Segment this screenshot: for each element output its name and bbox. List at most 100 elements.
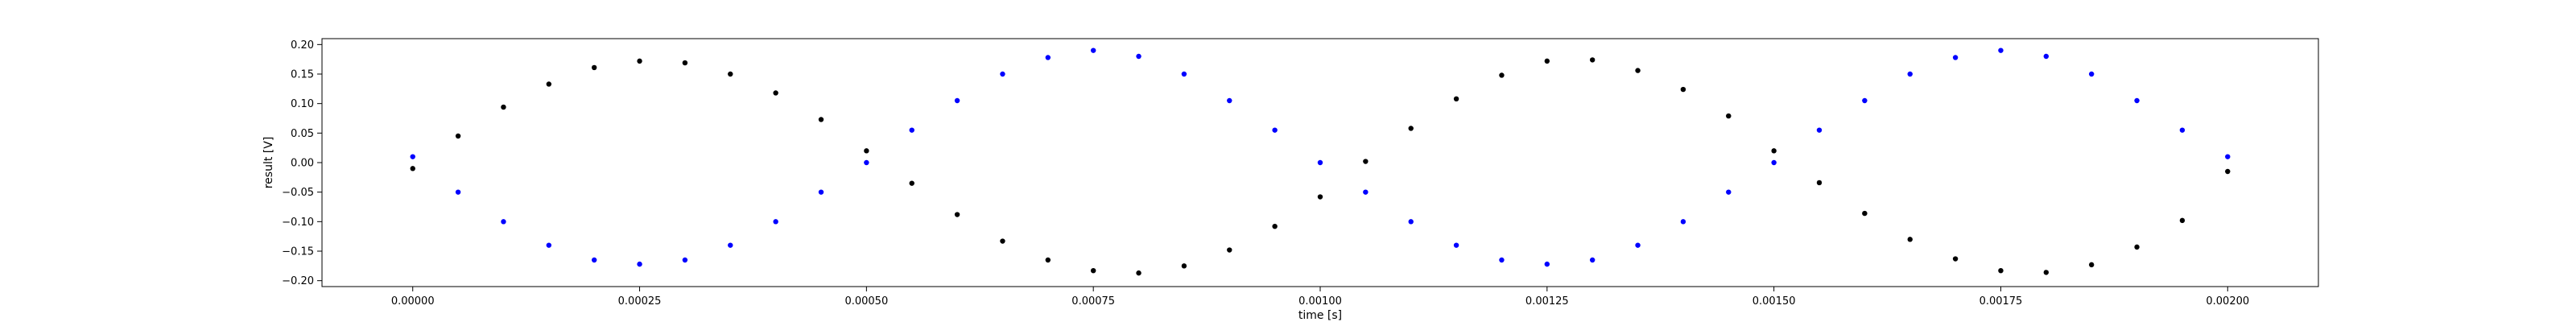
data-point: [773, 219, 778, 225]
data-point: [591, 257, 597, 263]
data-point: [728, 71, 733, 77]
data-point: [1862, 97, 1868, 104]
data-point: [2134, 244, 2140, 250]
data-point: [1726, 113, 1732, 119]
data-point: [864, 159, 869, 166]
data-point: [501, 219, 506, 225]
data-point: [1227, 97, 1232, 104]
data-point: [1181, 71, 1187, 77]
y-tick-label: 0.05: [291, 128, 314, 140]
data-point: [1907, 71, 1913, 77]
data-point: [728, 242, 733, 248]
data-point: [954, 97, 960, 104]
y-tick-label: −0.05: [282, 187, 314, 199]
data-point: [682, 60, 688, 66]
y-tick-label: −0.10: [282, 217, 314, 229]
data-point: [2179, 217, 2186, 224]
data-point: [1363, 159, 1368, 164]
data-point: [2225, 168, 2231, 175]
data-point: [546, 242, 552, 248]
data-point: [1317, 194, 1323, 200]
data-point: [1453, 242, 1459, 248]
data-point: [2043, 53, 2050, 60]
data-point: [637, 261, 642, 267]
data-point: [2179, 127, 2186, 133]
data-point: [1045, 257, 1051, 263]
data-point: [1998, 47, 2004, 53]
x-tick-label: 0.00175: [1979, 295, 2023, 308]
data-point: [1952, 55, 1959, 60]
data-point: [1499, 257, 1505, 263]
y-tick-label: 0.20: [291, 39, 314, 52]
y-tick-label: 0.15: [291, 69, 314, 81]
data-point: [2043, 270, 2050, 275]
data-point: [546, 81, 552, 87]
data-point: [818, 189, 824, 195]
data-point: [1680, 219, 1686, 225]
data-point: [1408, 126, 1414, 131]
data-point: [1816, 127, 1823, 133]
x-tick-label: 0.00200: [2206, 295, 2249, 308]
data-point: [1635, 242, 1641, 248]
data-point: [1408, 219, 1414, 225]
data-point: [2088, 262, 2095, 268]
y-tick-label: −0.15: [282, 246, 314, 258]
data-point: [1272, 127, 1278, 133]
data-point: [455, 189, 461, 195]
data-point: [1544, 58, 1550, 64]
series-1: [410, 47, 2231, 267]
data-point: [1726, 189, 1732, 195]
data-point: [410, 166, 415, 171]
data-point: [1453, 96, 1459, 102]
y-tick-label: 0.10: [291, 98, 314, 110]
data-point: [1952, 256, 1959, 262]
x-tick-label: 0.00025: [618, 295, 662, 308]
data-point: [637, 58, 642, 64]
series-layer: [410, 47, 2231, 276]
data-point: [1680, 86, 1686, 93]
data-point: [410, 154, 415, 159]
data-point: [1998, 268, 2004, 274]
data-point: [1635, 68, 1641, 73]
data-point: [1544, 261, 1550, 267]
data-point: [2088, 71, 2095, 77]
x-axis-label: time [s]: [1298, 309, 1342, 322]
x-tick-label: 0.00125: [1525, 295, 1569, 308]
x-tick-label: 0.00050: [844, 295, 888, 308]
data-point: [1000, 238, 1005, 244]
data-point: [1000, 71, 1005, 77]
data-point: [2134, 97, 2140, 104]
data-point: [1589, 257, 1596, 263]
data-point: [1862, 210, 1868, 217]
y-tick-label: 0.00: [291, 158, 314, 170]
data-point: [1499, 72, 1505, 78]
data-point: [1272, 224, 1278, 229]
x-tick-label: 0.00100: [1298, 295, 1342, 308]
data-point: [1907, 237, 1913, 242]
data-point: [1317, 159, 1323, 166]
ticks-layer: 0.00000 0.00025 0.00050 0.00075 0.00100 0.001…: [282, 39, 2249, 308]
data-point: [501, 104, 506, 110]
data-point: [864, 148, 869, 154]
data-point: [1589, 57, 1596, 63]
data-point: [1181, 263, 1187, 269]
data-point: [909, 127, 914, 133]
x-tick-label: 0.00000: [391, 295, 435, 308]
data-point: [682, 257, 688, 263]
data-point: [954, 212, 960, 217]
data-point: [1771, 159, 1777, 166]
data-point: [2225, 154, 2231, 159]
data-point: [773, 90, 778, 96]
y-axis-label: result [V]: [262, 137, 275, 189]
data-point: [1136, 53, 1141, 60]
data-point: [1227, 247, 1232, 253]
series-0: [410, 57, 2231, 276]
data-point: [1363, 189, 1368, 195]
data-point: [1090, 47, 1096, 53]
data-point: [455, 133, 461, 139]
y-tick-label: −0.20: [282, 275, 314, 287]
data-point: [909, 180, 914, 186]
data-point: [1045, 55, 1051, 60]
x-tick-label: 0.00075: [1071, 295, 1115, 308]
